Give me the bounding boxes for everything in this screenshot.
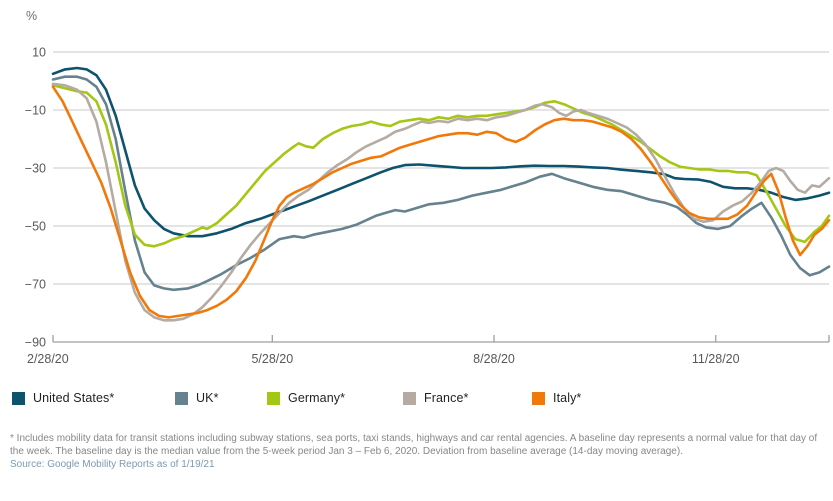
y-tick-label--10: −10	[25, 104, 46, 118]
mobility-line-chart: 10 −10 −30 −50 −70 −90 2/28/20 5/28/20 8/28/20 11…	[25, 46, 831, 366]
legend-swatch-italy	[532, 391, 545, 405]
legend-label-france: France*	[424, 391, 469, 405]
x-tick-label-0: 2/28/20	[27, 352, 69, 366]
y-tick-label--30: −30	[25, 162, 46, 176]
y-tick-label--70: −70	[25, 278, 46, 292]
legend-label-uk: UK*	[196, 391, 219, 405]
legend-item-germany: Germany*	[267, 391, 345, 405]
legend-item-italy: Italy*	[532, 391, 581, 405]
legend-item-united-states: United States*	[12, 391, 114, 405]
legend-label-germany: Germany*	[288, 391, 346, 405]
y-tick-label--50: −50	[25, 220, 46, 234]
footnote-text: * Includes mobility data for transit sta…	[10, 433, 818, 457]
x-tick-label-3: 11/28/20	[692, 352, 740, 366]
series-line-italy	[51, 85, 831, 319]
legend-label-italy: Italy*	[553, 391, 582, 405]
legend-swatch-uk	[175, 391, 188, 405]
y-axis-unit-label: %	[26, 9, 38, 23]
source-text: Source: Google Mobility Reports as of 1/…	[10, 459, 215, 470]
y-tick-label-10: 10	[32, 46, 46, 60]
legend-item-france: France*	[403, 391, 468, 405]
legend-swatch-germany	[267, 391, 280, 405]
chart-legend: United States* UK* Germany* France* Ital…	[0, 391, 833, 409]
series-line-germany	[51, 84, 831, 248]
x-tick-label-2: 8/28/20	[473, 352, 515, 366]
legend-label-united-states: United States*	[33, 391, 115, 405]
legend-item-uk: UK*	[175, 391, 219, 405]
series-line-uk	[51, 75, 831, 292]
series-line-united-states	[51, 66, 831, 238]
legend-swatch-united-states	[12, 391, 25, 405]
legend-swatch-france	[403, 391, 416, 405]
y-tick-label--90: −90	[25, 336, 46, 350]
x-tick-label-1: 5/28/20	[251, 352, 293, 366]
